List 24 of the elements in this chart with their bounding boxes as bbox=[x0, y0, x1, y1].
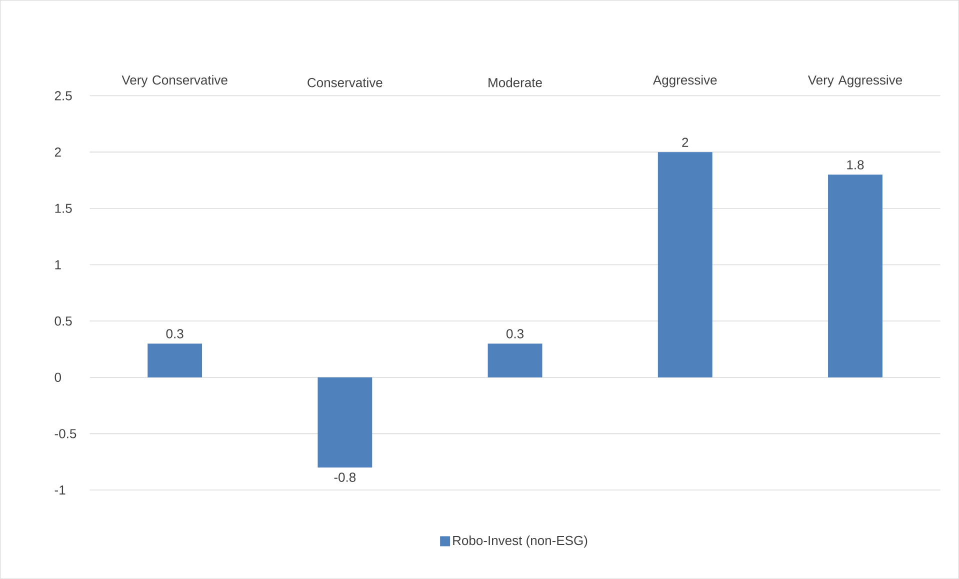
y-tick-label: -1 bbox=[54, 486, 66, 495]
bar bbox=[318, 377, 372, 468]
y-tick-label: -0.5 bbox=[54, 429, 76, 438]
bar bbox=[488, 344, 542, 378]
y-tick-label: 2.5 bbox=[54, 91, 72, 100]
x-tick-label: Very Aggressive bbox=[808, 75, 902, 88]
data-label: 2 bbox=[682, 138, 688, 147]
bar bbox=[148, 344, 202, 378]
data-label: 0.3 bbox=[166, 329, 184, 338]
y-tick-label: 2 bbox=[54, 148, 61, 157]
y-tick-label: 0 bbox=[54, 372, 62, 382]
x-tick-label: Very Conservative bbox=[122, 75, 228, 88]
bar bbox=[828, 174, 882, 378]
x-tick-label: Moderate bbox=[488, 78, 542, 88]
legend-label: Robo-Invest (non-ESG) bbox=[453, 536, 588, 548]
y-tick-label: 1 bbox=[55, 260, 61, 270]
data-label: 1.8 bbox=[847, 160, 864, 170]
y-tick-label: 0.5 bbox=[54, 316, 72, 326]
y-tick-label: 1.5 bbox=[55, 204, 72, 214]
bar bbox=[658, 152, 712, 378]
x-tick-label: Aggressive bbox=[652, 75, 717, 88]
data-label: -0.8 bbox=[334, 472, 356, 482]
x-tick-label: Conservative bbox=[308, 78, 382, 88]
data-label: 0.3 bbox=[506, 329, 524, 338]
